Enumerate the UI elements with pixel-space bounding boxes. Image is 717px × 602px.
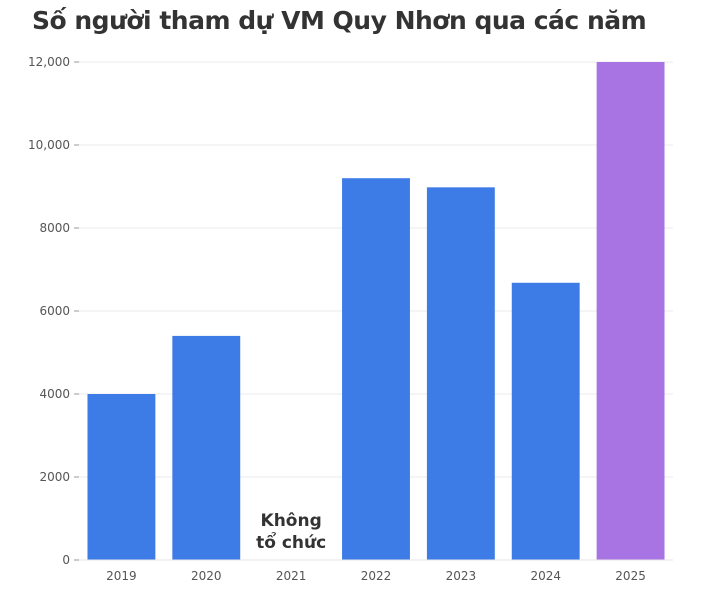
y-tick-label: 0 — [62, 553, 70, 567]
x-tick-label: 2025 — [615, 569, 646, 583]
axes: 0 2000 4000 6000 8000 10,000 12,000 2019 2020 202… — [28, 55, 673, 583]
bars — [87, 62, 665, 560]
bar-2022 — [342, 178, 410, 560]
x-tick-label: 2024 — [530, 569, 561, 583]
bar-2025 — [596, 62, 665, 560]
y-tick-label: 12,000 — [28, 55, 70, 69]
x-tick-label: 2020 — [191, 569, 222, 583]
bar-2024 — [511, 282, 580, 560]
y-tick-label: 2000 — [39, 470, 70, 484]
x-tick-label: 2022 — [361, 569, 392, 583]
y-tick-label: 10,000 — [28, 138, 70, 152]
x-tick-label: 2023 — [446, 569, 477, 583]
x-tick-label: 2019 — [106, 569, 137, 583]
bar-2020 — [172, 335, 241, 560]
annotation-text: tổ chức — [256, 531, 326, 553]
annotation-text: Không — [261, 511, 322, 531]
chart-title: Số người tham dự VM Quy Nhơn qua các năm — [32, 6, 647, 35]
x-tick-label: 2021 — [276, 569, 307, 583]
y-tick-label: 6000 — [39, 304, 70, 318]
y-tick-label: 4000 — [39, 387, 70, 401]
bar-2019 — [87, 394, 156, 560]
bar-2023 — [426, 187, 495, 560]
y-tick-label: 8000 — [39, 221, 70, 235]
